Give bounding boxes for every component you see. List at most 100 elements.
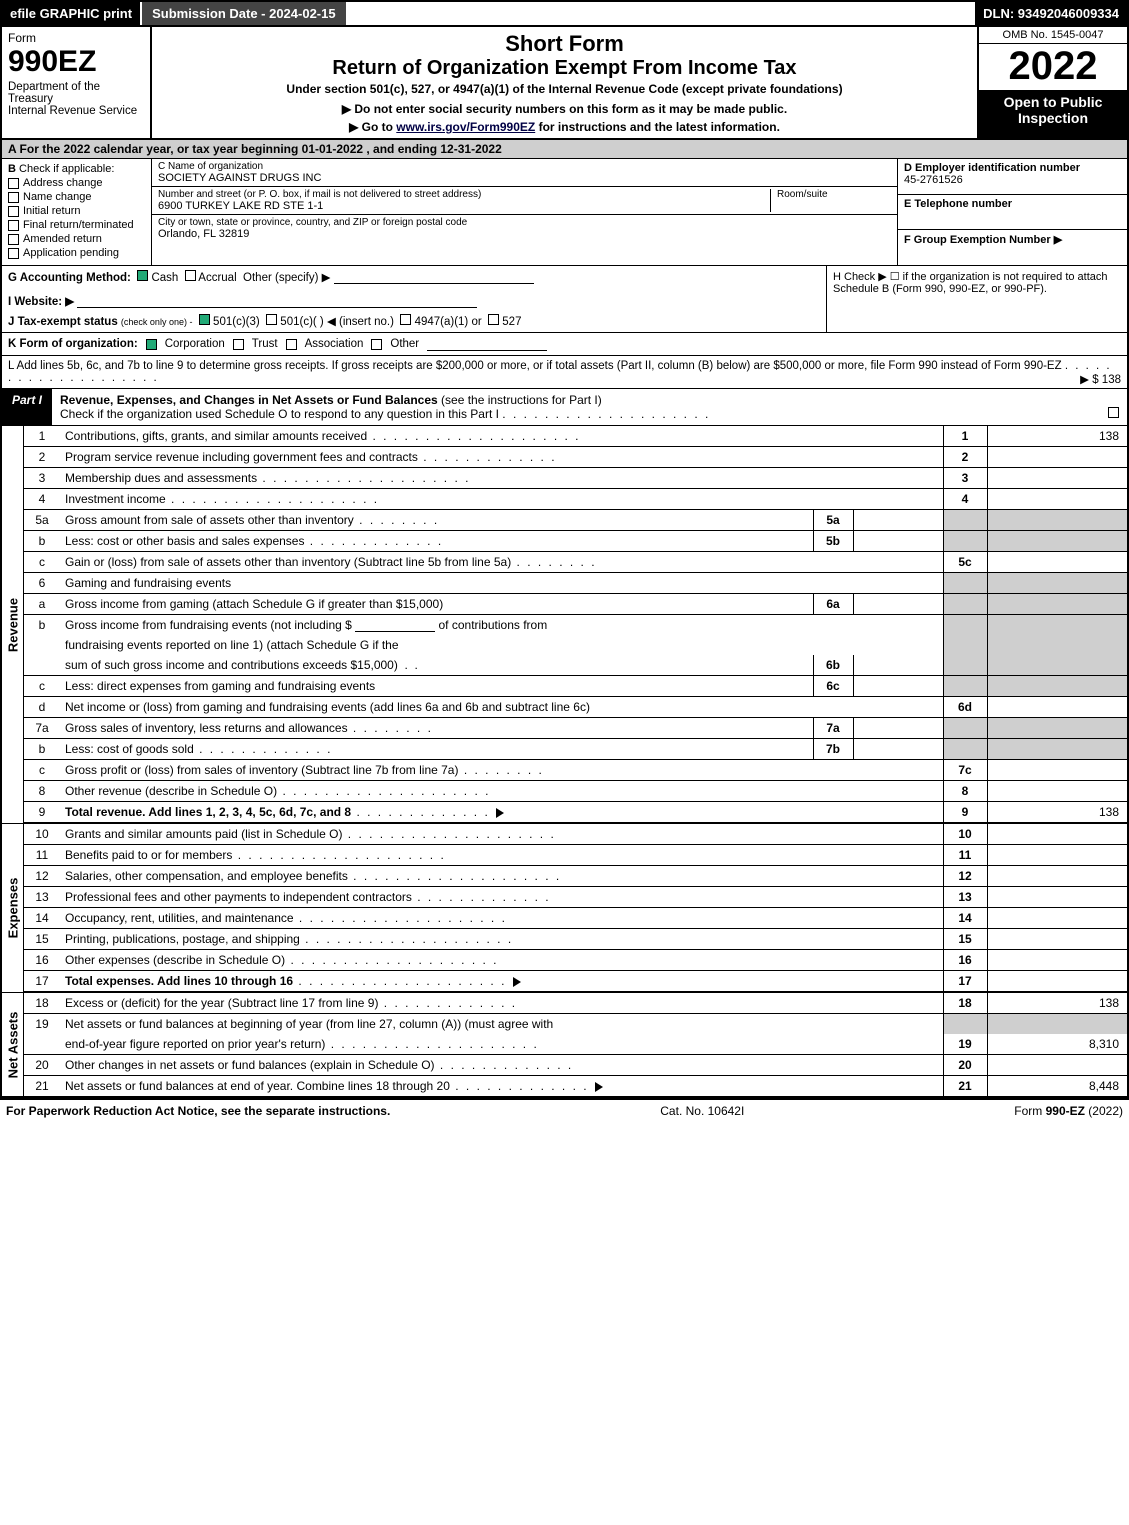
shaded-cell — [943, 655, 987, 676]
form-title: Return of Organization Exempt From Incom… — [160, 57, 969, 80]
shaded-cell — [943, 635, 987, 655]
checkbox-checked-icon[interactable] — [137, 270, 148, 281]
checkbox-icon[interactable] — [400, 314, 411, 325]
footer-right: Form 990-EZ (2022) — [1014, 1104, 1123, 1118]
telephone-row: E Telephone number — [898, 195, 1127, 231]
checkbox-icon[interactable] — [8, 248, 19, 259]
part-i-title: Revenue, Expenses, and Changes in Net As… — [52, 389, 1127, 425]
shaded-cell — [943, 615, 987, 636]
k-assoc: Association — [305, 338, 364, 350]
checkbox-checked-icon[interactable] — [146, 339, 157, 350]
checkbox-icon[interactable] — [488, 314, 499, 325]
line-desc: Less: direct expenses from gaming and fu… — [60, 676, 813, 697]
checkbox-icon[interactable] — [266, 314, 277, 325]
k-other-input[interactable] — [427, 337, 547, 351]
line-lbl: 21 — [943, 1076, 987, 1097]
g-label: G Accounting Method: — [8, 272, 131, 284]
line-lbl: 14 — [943, 908, 987, 929]
check-label: Name change — [23, 191, 92, 203]
check-initial-return[interactable]: Initial return — [8, 205, 145, 217]
checkbox-icon[interactable] — [185, 270, 196, 281]
line-amount — [987, 950, 1127, 971]
open-to-public: Open to Public Inspection — [979, 90, 1127, 138]
group-exemption-row: F Group Exemption Number ▶ — [898, 230, 1127, 265]
note2-post: for instructions and the latest informat… — [535, 120, 780, 134]
line-amount — [987, 845, 1127, 866]
tax-year: 2022 — [979, 44, 1127, 90]
line-amount: 8,448 — [987, 1076, 1127, 1097]
line-lbl: 4 — [943, 489, 987, 510]
g-cash: Cash — [151, 272, 178, 284]
d-label: D Employer identification number — [904, 162, 1121, 174]
line-lbl: 7c — [943, 760, 987, 781]
website-input[interactable] — [77, 294, 477, 308]
lineno: a — [24, 594, 60, 615]
line-lbl: 3 — [943, 468, 987, 489]
check-address-change[interactable]: Address change — [8, 177, 145, 189]
line-lbl: 18 — [943, 993, 987, 1014]
lineno: 17 — [24, 971, 60, 992]
checkbox-icon[interactable] — [286, 339, 297, 350]
inline-val — [853, 739, 943, 760]
inline-lbl: 5b — [813, 531, 853, 552]
check-name-change[interactable]: Name change — [8, 191, 145, 203]
line-9: 9 Total revenue. Add lines 1, 2, 3, 4, 5… — [24, 802, 1127, 823]
shaded-cell — [943, 676, 987, 697]
inline-lbl: 6a — [813, 594, 853, 615]
city-value: Orlando, FL 32819 — [158, 228, 891, 240]
line-16: 16 Other expenses (describe in Schedule … — [24, 950, 1127, 971]
line-desc: Less: cost of goods sold — [60, 739, 813, 760]
topbar-spacer — [346, 2, 976, 25]
checkbox-icon[interactable] — [8, 220, 19, 231]
line-desc: Benefits paid to or for members — [60, 845, 943, 866]
line-desc: Less: cost or other basis and sales expe… — [60, 531, 813, 552]
line-desc: Professional fees and other payments to … — [60, 887, 943, 908]
part-i-title-rest: (see the instructions for Part I) — [438, 393, 602, 407]
check-application-pending[interactable]: Application pending — [8, 247, 145, 259]
checkbox-icon[interactable] — [233, 339, 244, 350]
check-final-return[interactable]: Final return/terminated — [8, 219, 145, 231]
section-b-checks: B Check if applicable: Address change Na… — [2, 159, 152, 265]
efile-print-label[interactable]: efile GRAPHIC print — [2, 2, 140, 25]
g-other-input[interactable] — [334, 270, 534, 284]
shaded-cell — [987, 594, 1127, 615]
contrib-amount-input[interactable] — [355, 618, 435, 632]
line-19-1: 19 Net assets or fund balances at beginn… — [24, 1014, 1127, 1035]
line-desc: Occupancy, rent, utilities, and maintena… — [60, 908, 943, 929]
checkbox-checked-icon[interactable] — [199, 314, 210, 325]
checkbox-icon[interactable] — [8, 206, 19, 217]
checkbox-icon[interactable] — [371, 339, 382, 350]
form-meta-block: OMB No. 1545-0047 2022 Open to Public In… — [977, 27, 1127, 138]
k-corp: Corporation — [165, 338, 225, 350]
line-6b-2: fundraising events reported on line 1) (… — [24, 635, 1127, 655]
line-desc: Program service revenue including govern… — [60, 447, 943, 468]
footer-center: Cat. No. 10642I — [660, 1104, 744, 1118]
shaded-cell — [943, 573, 987, 594]
lineno: 6 — [24, 573, 60, 594]
j-4947: 4947(a)(1) or — [415, 316, 482, 328]
triangle-icon — [496, 808, 504, 818]
checkbox-icon[interactable] — [8, 192, 19, 203]
part-i-title-bold: Revenue, Expenses, and Changes in Net As… — [60, 393, 438, 407]
line-desc: end-of-year figure reported on prior yea… — [60, 1034, 943, 1055]
irs-link[interactable]: www.irs.gov/Form990EZ — [396, 120, 535, 134]
line-14: 14 Occupancy, rent, utilities, and maint… — [24, 908, 1127, 929]
netassets-label: Net Assets — [5, 1011, 20, 1078]
checkbox-icon[interactable] — [1108, 407, 1119, 418]
checkbox-icon[interactable] — [8, 234, 19, 245]
inline-val — [853, 676, 943, 697]
lineno: 10 — [24, 824, 60, 845]
checkbox-icon[interactable] — [8, 178, 19, 189]
lineno — [24, 655, 60, 676]
shaded-cell — [987, 676, 1127, 697]
address-row: Number and street (or P. O. box, if mail… — [152, 187, 897, 215]
expenses-vlabel: Expenses — [2, 824, 24, 992]
g-accrual: Accrual — [198, 272, 236, 284]
lineno: 8 — [24, 781, 60, 802]
line-amount — [987, 447, 1127, 468]
line-lbl: 6d — [943, 697, 987, 718]
check-amended-return[interactable]: Amended return — [8, 233, 145, 245]
line-lbl: 20 — [943, 1055, 987, 1076]
line-5a: 5a Gross amount from sale of assets othe… — [24, 510, 1127, 531]
lineno: 16 — [24, 950, 60, 971]
